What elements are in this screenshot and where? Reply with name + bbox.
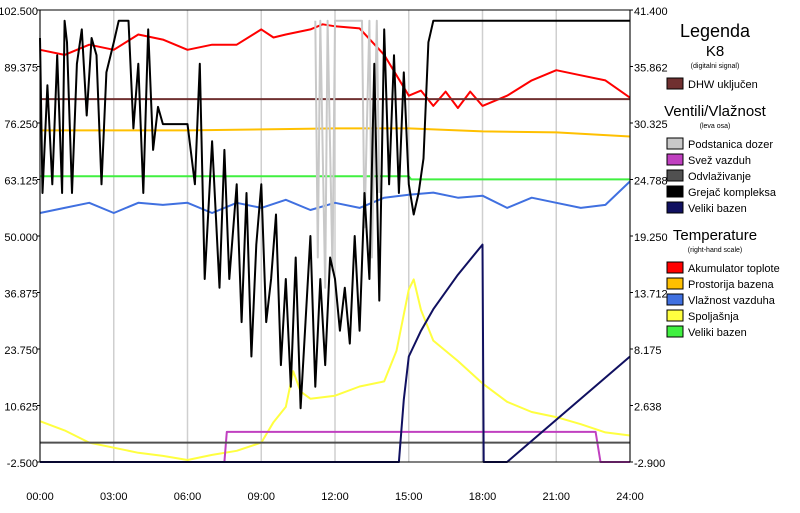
x-tick-label: 18:00: [469, 491, 497, 503]
series-line: [39, 278, 631, 461]
legend-swatch: [666, 325, 684, 338]
y-tick-label: 76.250: [4, 119, 38, 131]
legend-label: DHW uključen: [688, 79, 758, 91]
legend-label: Grejač kompleksa: [688, 187, 777, 199]
x-tick-label: 00:00: [26, 491, 54, 503]
series-line: [39, 180, 631, 214]
legend-label: Odvlaživanje: [688, 171, 751, 183]
y2-tick-label: 35.862: [634, 62, 668, 74]
x-tick-label: 09:00: [247, 491, 275, 503]
series-line: [39, 23, 631, 109]
y2-tick-label: 41.400: [634, 6, 668, 18]
y2-tick-label: 8.175: [634, 345, 662, 357]
y-tick-label: 102.500: [0, 6, 38, 18]
y2-tick-label: 13.712: [634, 288, 668, 300]
legend-swatch: [666, 201, 684, 214]
legend-title: Legenda: [680, 21, 751, 41]
legend-swatch: [666, 293, 684, 306]
plot-frame: [39, 9, 631, 463]
x-tick-label: 15:00: [395, 491, 423, 503]
legend-swatch: [666, 261, 684, 274]
legend-label: Spoljašnja: [688, 311, 740, 323]
legend-swatch: [666, 153, 684, 166]
legend-swatch: [666, 137, 684, 150]
legend-group-title: Ventili/Vlažnost: [664, 103, 767, 120]
legend-swatch: [666, 77, 684, 90]
y2-tick-label: 30.325: [634, 119, 668, 131]
y-tick-label: 23.750: [4, 345, 38, 357]
legend-label: Podstanica dozer: [688, 139, 773, 151]
y-tick-label: 63.125: [4, 175, 38, 187]
legend-group-note: (leva osa): [700, 123, 731, 130]
y-tick-label: 10.625: [4, 401, 38, 413]
legend-label: Akumulator toplote: [688, 263, 780, 275]
x-tick-label: 21:00: [542, 491, 570, 503]
legend-label: Vlažnost vazduha: [688, 295, 776, 307]
y2-tick-label: 2.638: [634, 401, 662, 413]
legend-group-title: K8: [706, 43, 724, 60]
y-tick-label: -2.500: [7, 458, 38, 470]
legend-swatch: [666, 185, 684, 198]
y-tick-label: 89.375: [4, 62, 38, 74]
legend-label: Veliki bazen: [688, 327, 747, 339]
legend-label: Prostorija bazena: [688, 279, 774, 291]
x-tick-label: 24:00: [616, 491, 644, 503]
x-tick-label: 06:00: [174, 491, 202, 503]
legend-group-note: (digitalni signal): [691, 63, 740, 70]
x-tick-label: 12:00: [321, 491, 349, 503]
legend-label: Veliki bazen: [688, 203, 747, 215]
x-tick-label: 03:00: [100, 491, 128, 503]
y-tick-label: 36.875: [4, 288, 38, 300]
y2-tick-label: 24.788: [634, 175, 668, 187]
y-tick-label: 50.000: [4, 232, 38, 244]
series-line: [39, 19, 630, 410]
y2-tick-label: 19.250: [634, 232, 668, 244]
legend-group-note: (right-hand scale): [688, 247, 742, 254]
y2-tick-label: -2.900: [634, 458, 665, 470]
legend-label: Svež vazduh: [688, 155, 751, 167]
legend-swatch: [666, 169, 684, 182]
legend-group-title: Temperature: [673, 227, 757, 244]
legend-swatch: [666, 277, 684, 290]
legend-swatch: [666, 309, 684, 322]
